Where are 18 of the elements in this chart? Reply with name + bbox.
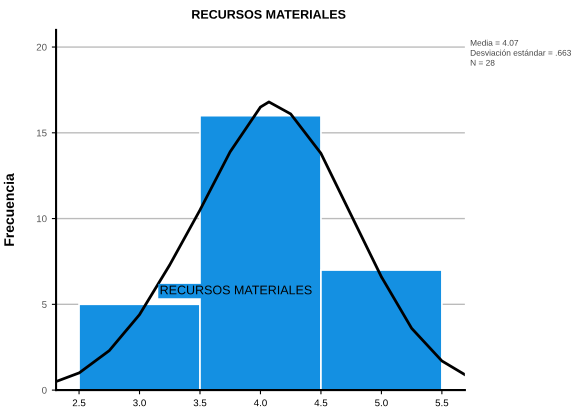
text: N = 28 (470, 60, 495, 66)
y-tick-label: 20 (36, 44, 47, 51)
text: Media = 4.07 (470, 40, 518, 46)
annotation: RECURSOS MATERIALES (160, 286, 312, 294)
y-tick-label: 15 (36, 130, 47, 136)
y-axis-title: Frecuencia (4, 173, 14, 246)
y-tick-label: 0 (42, 386, 47, 394)
x-tick-label: 3.5 (194, 399, 206, 406)
x-tick-label: 5.5 (436, 399, 448, 406)
y-tick-label: 5 (42, 301, 47, 308)
chart-title: RECURSOS MATERIALES (192, 10, 346, 19)
x-tick-label: 2.5 (72, 399, 86, 406)
y-tick-label: 10 (36, 215, 47, 222)
x-tick-label: 5.0 (375, 399, 388, 406)
x-tick-label: 4.5 (314, 399, 328, 406)
x-tick-label: 3.0 (133, 399, 146, 406)
text: Desviación estándar = .663 (470, 50, 571, 56)
x-tick-label: 4.0 (254, 399, 267, 406)
